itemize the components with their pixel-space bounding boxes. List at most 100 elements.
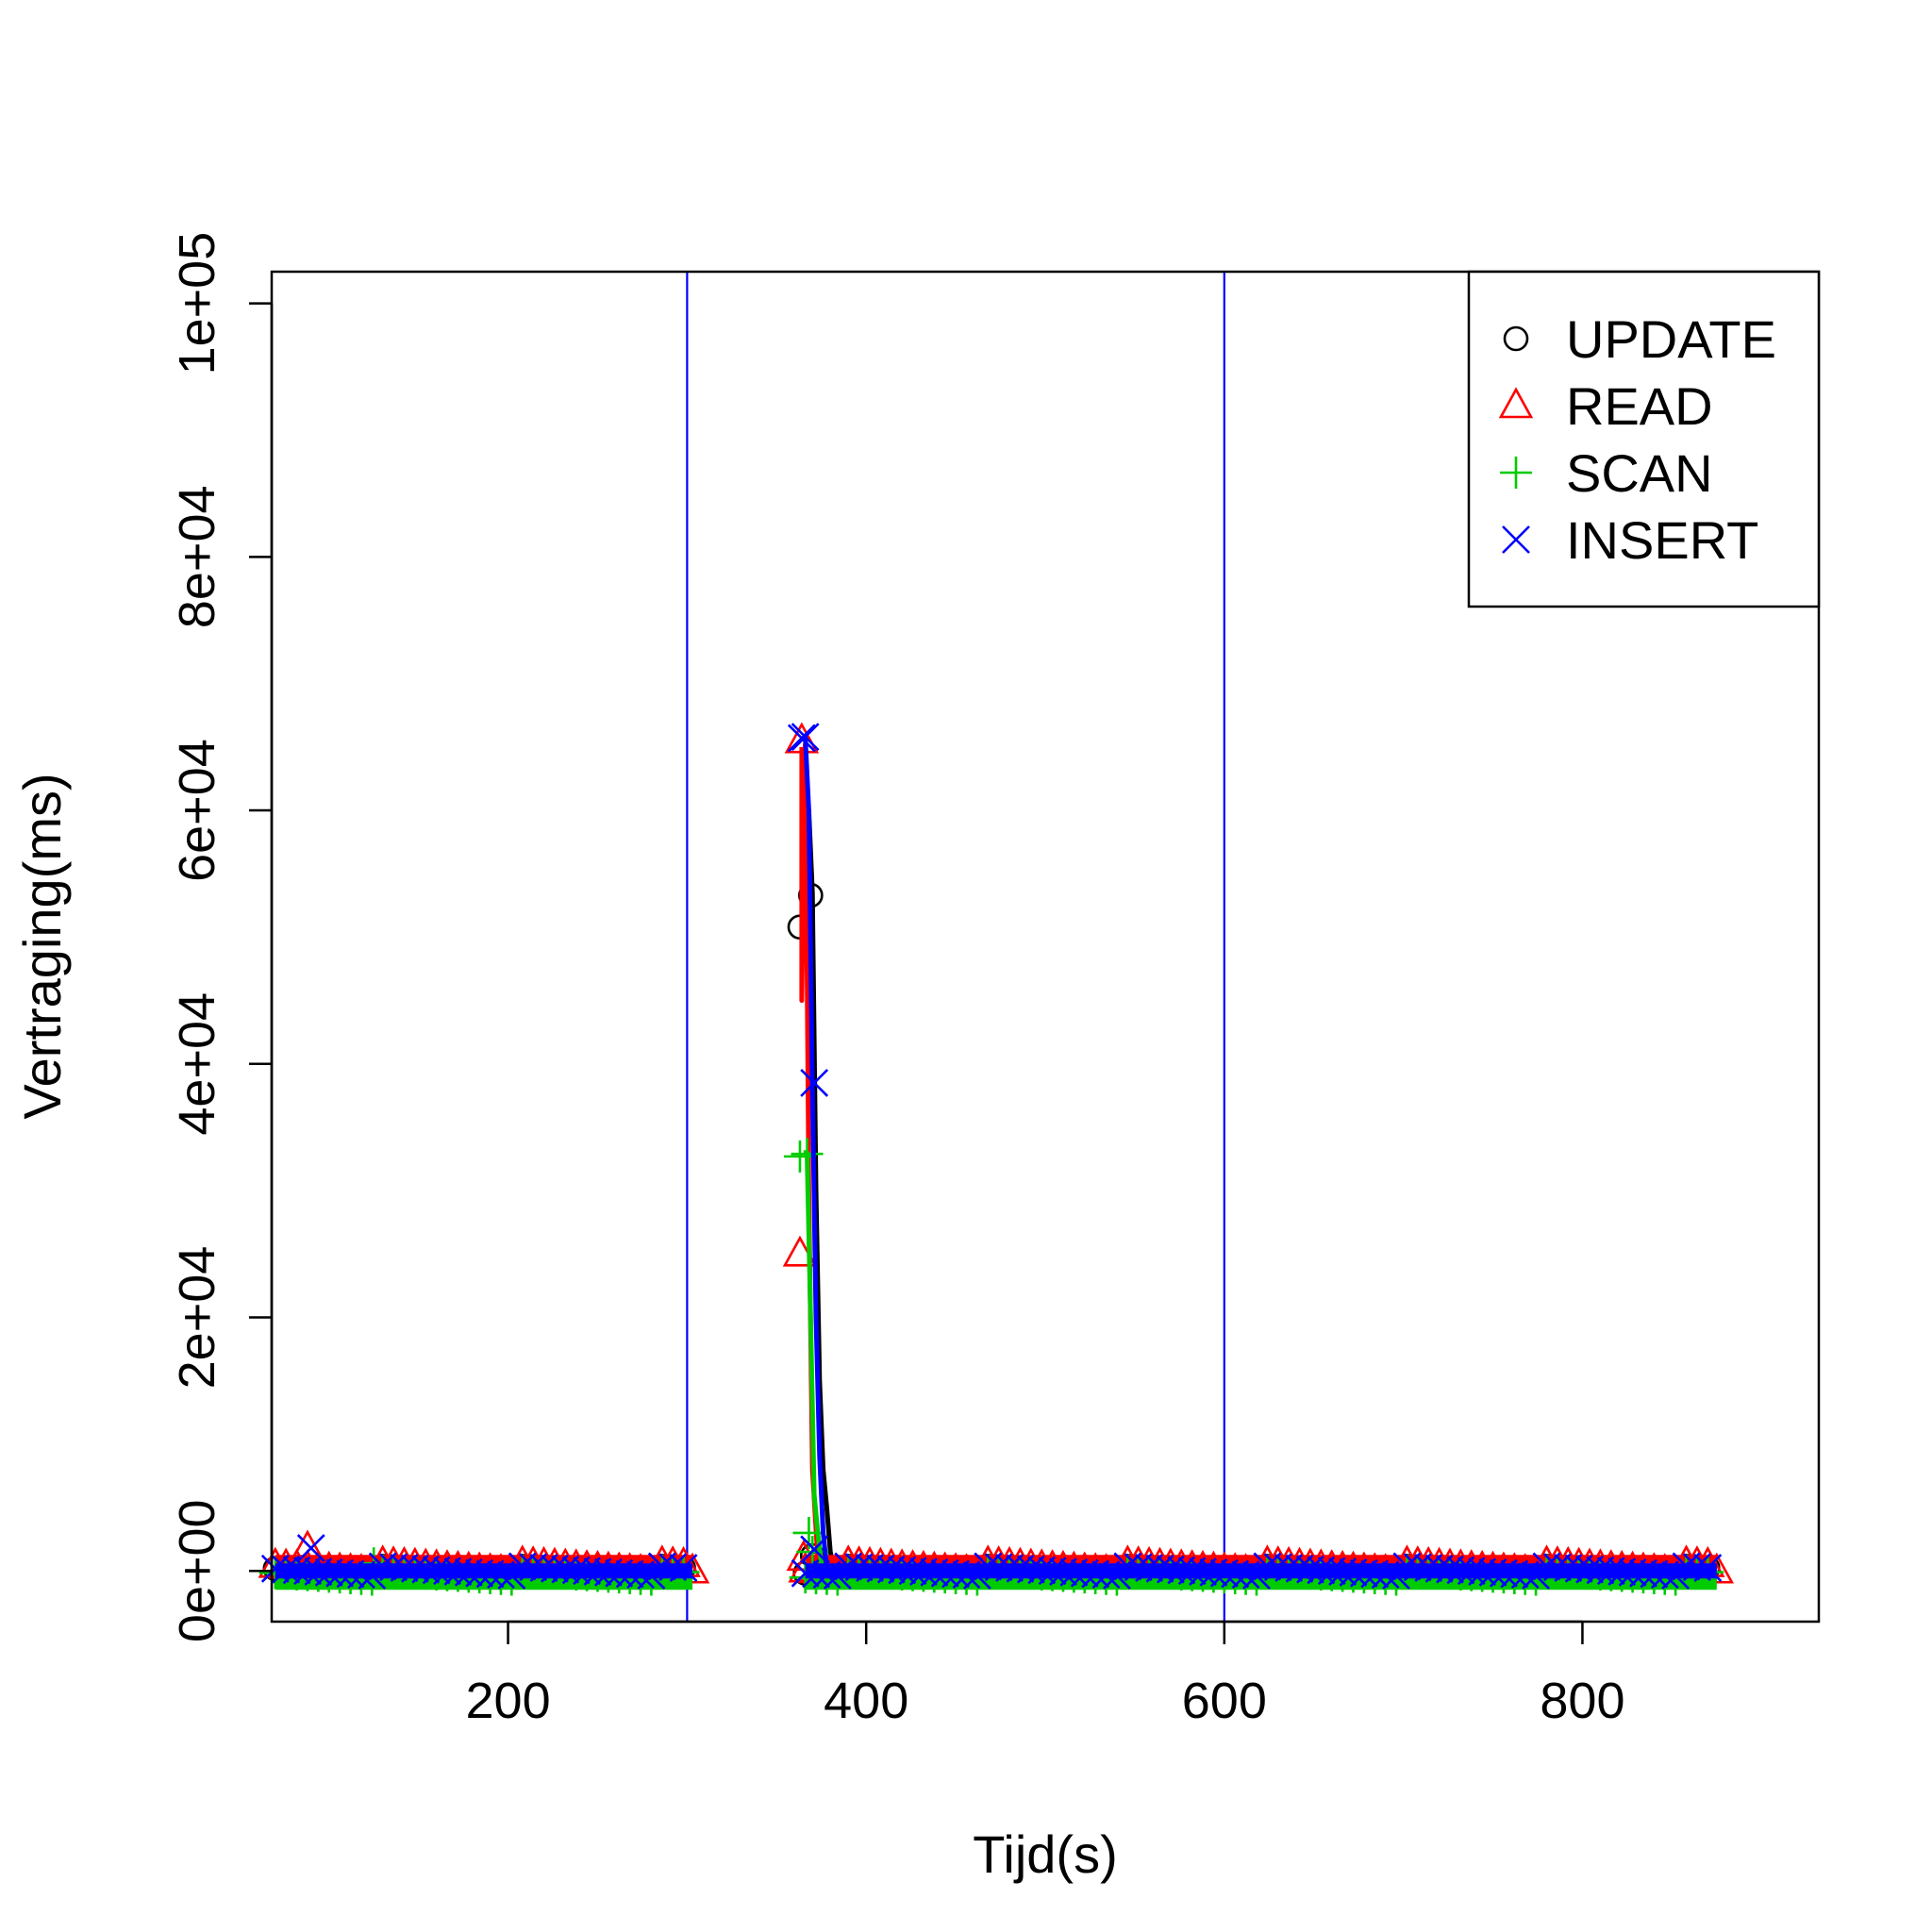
data-point bbox=[573, 1557, 601, 1586]
data-point bbox=[519, 1553, 548, 1582]
data-point bbox=[1650, 1560, 1679, 1590]
data-point bbox=[465, 1558, 494, 1588]
legend-marker bbox=[1503, 325, 1529, 352]
data-point bbox=[812, 1560, 841, 1590]
data-point bbox=[784, 722, 820, 754]
data-point bbox=[1510, 1560, 1540, 1590]
data-point bbox=[1059, 1557, 1089, 1587]
data-point bbox=[1038, 1557, 1067, 1586]
data-point bbox=[984, 1553, 1013, 1582]
data-point bbox=[1253, 1552, 1282, 1581]
data-point bbox=[561, 1556, 591, 1585]
data-point bbox=[856, 1554, 884, 1582]
data-point bbox=[909, 1557, 938, 1586]
data-point bbox=[791, 1138, 824, 1171]
x-tick-label: 200 bbox=[466, 1673, 551, 1729]
data-point bbox=[379, 1553, 408, 1582]
data-point bbox=[551, 1555, 580, 1584]
legend-marker bbox=[1500, 457, 1532, 489]
data-point bbox=[1607, 1557, 1637, 1586]
data-point bbox=[282, 1556, 311, 1585]
data-point bbox=[1124, 1553, 1153, 1582]
data-point bbox=[1554, 1554, 1583, 1582]
y-tick-label: 0e+00 bbox=[169, 1499, 225, 1642]
data-point bbox=[325, 1558, 355, 1588]
data-point bbox=[422, 1556, 451, 1585]
data-point bbox=[1371, 1560, 1400, 1590]
data-point bbox=[1683, 1553, 1711, 1582]
data-point bbox=[368, 1552, 397, 1581]
data-point bbox=[593, 1557, 623, 1587]
data-point bbox=[508, 1552, 537, 1581]
legend-item-update: UPDATE bbox=[1503, 309, 1776, 369]
data-point bbox=[1500, 1559, 1529, 1589]
data-point bbox=[272, 1555, 301, 1584]
legend-label: SCAN bbox=[1566, 443, 1713, 503]
data-point bbox=[1199, 1557, 1228, 1587]
data-point bbox=[1575, 1555, 1604, 1584]
data-point bbox=[1285, 1554, 1314, 1583]
data-point bbox=[1274, 1554, 1304, 1582]
data-point bbox=[1403, 1553, 1432, 1582]
data-point bbox=[974, 1552, 1003, 1581]
data-point bbox=[1468, 1557, 1497, 1586]
y-tick-label: 4e+04 bbox=[169, 992, 225, 1136]
data-point bbox=[1263, 1553, 1292, 1582]
data-point bbox=[866, 1554, 895, 1583]
data-point bbox=[1145, 1554, 1174, 1583]
legend: UPDATE READ SCAN INSERT bbox=[1467, 270, 1821, 608]
data-point bbox=[647, 1552, 676, 1581]
data-point bbox=[1135, 1554, 1164, 1582]
data-point bbox=[1209, 1558, 1239, 1588]
data-point bbox=[791, 723, 820, 752]
data-point bbox=[1629, 1558, 1657, 1588]
data-point bbox=[454, 1557, 483, 1587]
data-point bbox=[1360, 1559, 1390, 1589]
data-point bbox=[1016, 1555, 1045, 1584]
data-point bbox=[260, 1554, 290, 1583]
y-tick-label: 1e+05 bbox=[169, 232, 225, 375]
data-point bbox=[1490, 1558, 1518, 1588]
legend-item-read: READ bbox=[1498, 376, 1713, 436]
data-point bbox=[390, 1554, 419, 1582]
data-point bbox=[1231, 1560, 1260, 1590]
legend-label: UPDATE bbox=[1566, 309, 1776, 369]
data-point bbox=[1091, 1560, 1121, 1590]
data-point bbox=[1693, 1554, 1723, 1582]
data-point bbox=[1446, 1556, 1475, 1585]
data-point bbox=[1532, 1552, 1561, 1581]
data-point bbox=[844, 1553, 874, 1582]
data-point bbox=[411, 1555, 441, 1584]
data-point bbox=[800, 1535, 829, 1564]
data-point bbox=[952, 1560, 981, 1590]
data-point bbox=[314, 1557, 343, 1587]
data-point bbox=[1414, 1554, 1443, 1582]
data-point bbox=[443, 1557, 473, 1586]
data-point bbox=[400, 1554, 429, 1583]
data-point bbox=[336, 1559, 365, 1589]
data-point bbox=[941, 1559, 971, 1589]
data-point bbox=[296, 1534, 325, 1562]
spike-line bbox=[803, 736, 829, 1568]
data-point bbox=[1177, 1557, 1207, 1586]
data-point bbox=[1070, 1558, 1099, 1588]
data-point bbox=[787, 724, 816, 753]
data-point bbox=[834, 1552, 863, 1581]
data-point bbox=[1049, 1557, 1077, 1586]
data-point bbox=[1339, 1557, 1368, 1587]
data-point bbox=[1457, 1557, 1486, 1586]
data-point bbox=[1596, 1557, 1625, 1586]
legend-marker bbox=[1502, 525, 1530, 554]
reference-lines bbox=[686, 272, 1225, 1622]
data-point bbox=[1618, 1557, 1647, 1587]
data-point bbox=[1296, 1555, 1324, 1584]
data-point bbox=[1328, 1557, 1357, 1586]
series-insert bbox=[260, 723, 1723, 1590]
data-point bbox=[605, 1558, 634, 1588]
x-axis-label: Tijd(s) bbox=[973, 1824, 1117, 1884]
series-update bbox=[262, 757, 1721, 1589]
x-tick-label: 400 bbox=[824, 1673, 908, 1729]
data-point bbox=[995, 1554, 1024, 1582]
data-point bbox=[540, 1554, 569, 1583]
